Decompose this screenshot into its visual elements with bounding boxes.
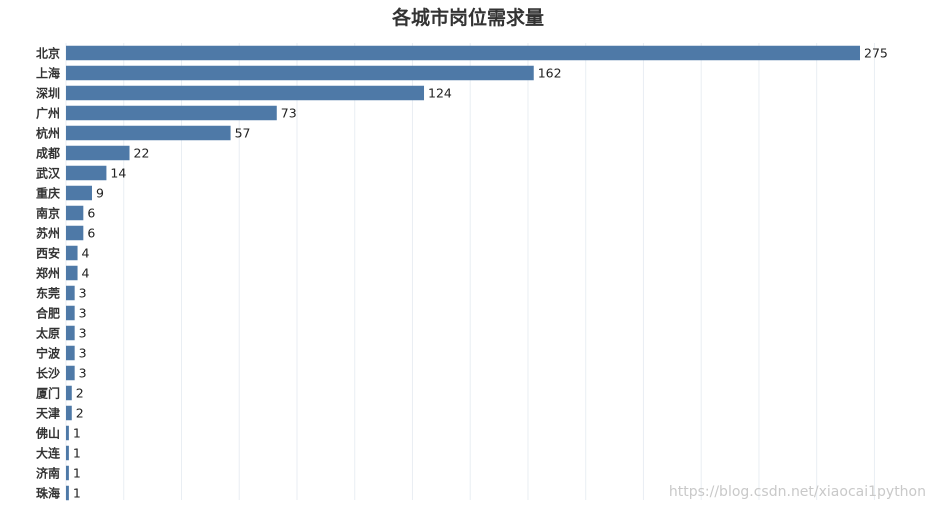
category-label-14: 太原 bbox=[36, 326, 60, 341]
bar-8 bbox=[66, 205, 84, 221]
bar-10 bbox=[66, 245, 78, 261]
chart-title: 各城市岗位需求量 bbox=[391, 6, 544, 29]
bar-13 bbox=[66, 305, 75, 321]
value-label-1: 162 bbox=[538, 66, 562, 81]
bar-19 bbox=[66, 425, 69, 441]
bar-0 bbox=[66, 45, 860, 61]
bar-6 bbox=[66, 165, 107, 181]
value-label-4: 57 bbox=[235, 126, 251, 141]
bar-2 bbox=[66, 85, 425, 101]
value-label-0: 275 bbox=[864, 46, 888, 61]
bar-12 bbox=[66, 285, 75, 301]
value-label-18: 2 bbox=[76, 406, 84, 421]
value-label-15: 3 bbox=[79, 346, 87, 361]
category-label-0: 北京 bbox=[36, 46, 60, 61]
value-label-2: 124 bbox=[428, 86, 452, 101]
category-label-17: 厦门 bbox=[36, 386, 60, 401]
bar-22 bbox=[66, 485, 69, 501]
category-label-7: 重庆 bbox=[36, 186, 60, 201]
category-label-1: 上海 bbox=[36, 66, 60, 81]
category-label-20: 大连 bbox=[36, 446, 61, 461]
value-label-12: 3 bbox=[79, 286, 87, 301]
category-label-16: 长沙 bbox=[36, 366, 60, 381]
value-label-11: 4 bbox=[82, 266, 90, 281]
bar-17 bbox=[66, 385, 72, 401]
category-label-22: 珠海 bbox=[36, 486, 60, 501]
bar-21 bbox=[66, 465, 69, 481]
bar-1 bbox=[66, 65, 534, 81]
watermark: https://blog.csdn.net/xiaocai1python bbox=[669, 484, 926, 500]
category-labels: 北京上海深圳广州杭州成都武汉重庆南京苏州西安郑州东莞合肥太原宁波长沙厦门天津佛山… bbox=[35, 46, 61, 501]
value-label-21: 1 bbox=[73, 466, 81, 481]
bar-4 bbox=[66, 125, 231, 141]
value-label-22: 1 bbox=[73, 486, 81, 501]
bars-group bbox=[66, 45, 860, 501]
value-label-8: 6 bbox=[87, 206, 95, 221]
bar-11 bbox=[66, 265, 78, 281]
category-label-10: 西安 bbox=[36, 246, 60, 261]
value-label-3: 73 bbox=[281, 106, 297, 121]
bar-16 bbox=[66, 365, 75, 381]
bar-5 bbox=[66, 145, 130, 161]
category-label-21: 济南 bbox=[36, 466, 60, 481]
value-label-20: 1 bbox=[73, 446, 81, 461]
bar-20 bbox=[66, 445, 69, 461]
value-label-7: 9 bbox=[96, 186, 104, 201]
value-label-19: 1 bbox=[73, 426, 81, 441]
category-label-15: 宁波 bbox=[36, 346, 61, 361]
value-label-17: 2 bbox=[76, 386, 84, 401]
category-label-8: 南京 bbox=[36, 206, 60, 221]
bar-3 bbox=[66, 105, 277, 121]
bar-14 bbox=[66, 325, 75, 341]
category-label-13: 合肥 bbox=[36, 306, 60, 321]
category-label-9: 苏州 bbox=[36, 226, 60, 241]
bar-7 bbox=[66, 185, 92, 201]
category-label-4: 杭州 bbox=[36, 126, 60, 141]
category-label-5: 成都 bbox=[36, 146, 60, 161]
value-label-6: 14 bbox=[110, 166, 126, 181]
category-label-11: 郑州 bbox=[36, 266, 60, 281]
value-label-9: 6 bbox=[87, 226, 95, 241]
bar-9 bbox=[66, 225, 84, 241]
value-label-5: 22 bbox=[134, 146, 150, 161]
value-label-10: 4 bbox=[82, 246, 90, 261]
bar-15 bbox=[66, 345, 75, 361]
value-label-13: 3 bbox=[79, 306, 87, 321]
value-label-14: 3 bbox=[79, 326, 87, 341]
category-label-12: 东莞 bbox=[36, 286, 60, 301]
category-label-6: 武汉 bbox=[36, 166, 61, 181]
value-label-16: 3 bbox=[79, 366, 87, 381]
category-label-2: 深圳 bbox=[36, 86, 60, 101]
category-label-18: 天津 bbox=[36, 406, 60, 421]
category-label-19: 佛山 bbox=[35, 426, 60, 441]
grid-lines bbox=[65, 43, 875, 500]
bar-18 bbox=[66, 405, 72, 421]
category-label-3: 广州 bbox=[36, 106, 60, 121]
